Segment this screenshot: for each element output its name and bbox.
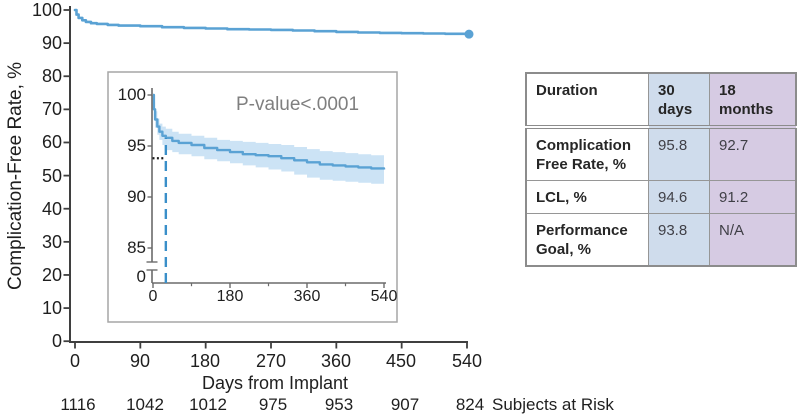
table-row: Performance Goal, % 93.8 N/A	[525, 213, 797, 267]
row-label-performance-goal: Performance Goal, %	[525, 213, 649, 267]
inset-x-tick-label: 540	[370, 288, 398, 305]
main-x-tick-label: 450	[385, 351, 417, 371]
summary-table: Duration 30 days 18 months Complication …	[525, 72, 797, 267]
x-axis-title: Days from Implant	[201, 373, 349, 393]
y-axis-title: Complication-Free Rate, %	[5, 61, 26, 291]
main-y-tick-label: 70	[41, 99, 62, 119]
cell-cfr-30d: 95.8	[648, 126, 710, 181]
main-y-tick-label: 90	[41, 33, 62, 53]
row-label-lcl: LCL, %	[525, 180, 649, 214]
inset-y-tick-label: 100	[117, 85, 146, 104]
cell-goal-30d: 93.8	[648, 213, 710, 267]
cell-cfr-18m: 92.7	[709, 126, 797, 181]
table-header-18-months: 18 months	[709, 72, 797, 129]
row-label-complication-free-rate: Complication Free Rate, %	[525, 126, 649, 181]
subjects-at-risk-value: 907	[390, 395, 420, 414]
inset-y-tick-label: 90	[127, 187, 146, 206]
main-x-tick-label: 270	[255, 351, 287, 371]
table-row: Complication Free Rate, % 95.8 92.7	[525, 126, 797, 181]
table-row: LCL, % 94.6 91.2	[525, 180, 797, 214]
main-x-tick-label: 540	[451, 351, 483, 371]
inset-x-tick-label: 180	[216, 288, 244, 305]
main-x-tick-label: 360	[320, 351, 352, 371]
main-y-tick-label: 0	[51, 331, 62, 351]
p-value-annotation: P-value<.0001	[236, 94, 360, 115]
table-header-duration: Duration	[525, 72, 649, 129]
inset-chart	[146, 88, 386, 288]
subjects-at-risk-label: Subjects at Risk	[492, 395, 614, 414]
inset-x-tick-label: 360	[293, 288, 321, 305]
subjects-at-risk-value: 953	[324, 395, 354, 414]
main-chart	[63, 6, 474, 349]
inset-y-tick-label: 85	[127, 238, 146, 257]
main-x-tick-label: 90	[129, 351, 151, 371]
cell-goal-18m: N/A	[709, 213, 797, 267]
subjects-at-risk-value: 1012	[189, 395, 227, 414]
subjects-at-risk-value: 1116	[60, 395, 96, 414]
main-y-tick-label: 50	[41, 166, 62, 186]
inset-x-tick-label: 0	[148, 288, 158, 305]
main-y-tick-label: 40	[41, 199, 62, 219]
main-y-tick-label: 80	[41, 66, 62, 86]
main-y-tick-label: 10	[41, 298, 62, 318]
main-y-tick-label: 100	[31, 0, 62, 20]
table-header-30-days: 30 days	[648, 72, 710, 129]
subjects-at-risk-value: 824	[455, 395, 485, 414]
subjects-at-risk-value: 975	[258, 395, 288, 414]
inset-y-tick-label: 0	[136, 267, 146, 286]
inset-y-tick-label: 95	[127, 136, 146, 155]
main-y-tick-label: 20	[41, 265, 62, 285]
subjects-at-risk-value: 1042	[126, 395, 164, 414]
main-x-tick-label: 180	[189, 351, 221, 371]
main-y-tick-label: 30	[41, 232, 62, 252]
cell-lcl-30d: 94.6	[648, 180, 710, 214]
main-y-tick-label: 60	[41, 132, 62, 152]
cell-lcl-18m: 91.2	[709, 180, 797, 214]
table-header-row: Duration 30 days 18 months	[525, 72, 797, 129]
main-x-tick-label: 0	[69, 351, 80, 371]
